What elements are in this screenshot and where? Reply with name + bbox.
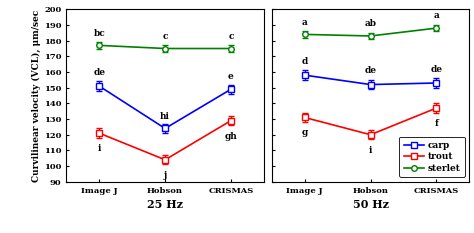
Text: hi: hi xyxy=(160,112,170,121)
Text: f: f xyxy=(434,119,438,128)
Text: e: e xyxy=(228,72,234,81)
Text: c: c xyxy=(163,32,168,41)
Text: ab: ab xyxy=(365,19,376,28)
Y-axis label: Curvilinear velocity (VCL), μm/sec: Curvilinear velocity (VCL), μm/sec xyxy=(32,9,41,182)
Legend: carp, trout, sterlet: carp, trout, sterlet xyxy=(400,137,465,177)
X-axis label: 25 Hz: 25 Hz xyxy=(147,199,183,210)
Text: i: i xyxy=(369,146,372,155)
Text: gh: gh xyxy=(225,132,237,140)
Text: c: c xyxy=(228,32,234,41)
Text: de: de xyxy=(93,68,105,77)
Text: bc: bc xyxy=(93,28,105,38)
Text: d: d xyxy=(301,57,308,66)
Text: i: i xyxy=(98,144,101,153)
Text: a: a xyxy=(433,11,439,20)
X-axis label: 50 Hz: 50 Hz xyxy=(353,199,389,210)
Text: a: a xyxy=(302,17,308,27)
Text: de: de xyxy=(430,65,442,74)
Text: j: j xyxy=(164,171,167,180)
Text: de: de xyxy=(365,66,376,75)
Text: g: g xyxy=(301,128,308,137)
